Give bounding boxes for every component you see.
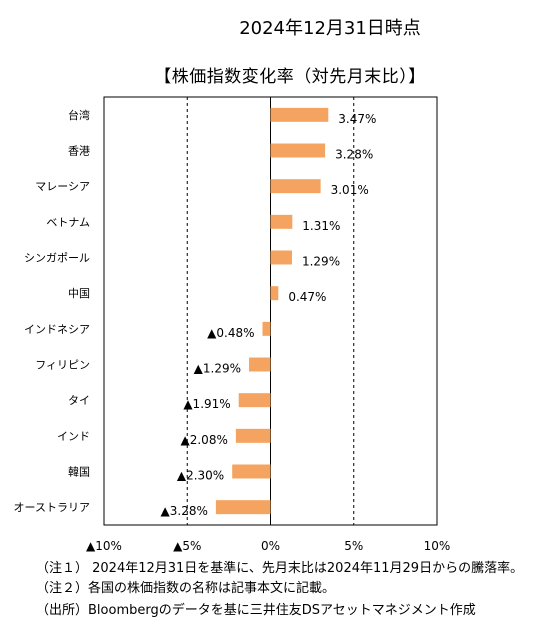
bar [238, 393, 271, 408]
category-label: インド [57, 430, 90, 443]
value-label: ▲1.29% [194, 362, 241, 376]
value-label: 3.01% [331, 183, 369, 197]
category-label: マレーシア [35, 180, 90, 193]
bar [249, 357, 271, 372]
category-label: 台湾 [68, 108, 90, 122]
x-tick-label: 10% [424, 539, 451, 553]
x-tick-label: ▲5% [173, 539, 201, 553]
value-label: ▲0.48% [207, 326, 254, 340]
value-label: ▲1.91% [183, 397, 230, 411]
note-2: （注２）各国の株価指数の名称は記事本文に記載。 [36, 581, 336, 596]
category-label: オーストラリア [14, 501, 90, 514]
chart-title: 【株価指数変化率（対先月末比）】 [154, 67, 426, 87]
value-label: 1.29% [302, 255, 340, 269]
category-label: 香港 [68, 145, 90, 158]
category-label: 韓国 [68, 466, 90, 479]
value-label: ▲3.28% [161, 504, 208, 518]
bar [235, 428, 271, 443]
category-label: インドネシア [24, 323, 90, 336]
category-label: フィリピン [35, 359, 90, 372]
date-heading: 2024年12月31日時点 [239, 18, 421, 39]
category-label: 中国 [68, 287, 90, 300]
value-label: 0.47% [288, 290, 326, 304]
value-label: ▲2.30% [177, 469, 224, 483]
bar [270, 250, 292, 265]
note-source: （出所）Bloombergのデータを基に三井住友DSアセットマネジメント作成 [36, 603, 476, 618]
bar [270, 179, 321, 194]
x-tick-label: ▲10% [86, 539, 122, 553]
bar [270, 214, 293, 229]
bar [270, 286, 279, 301]
category-label: シンガポール [24, 252, 90, 265]
value-label: 1.31% [302, 219, 340, 233]
category-label: タイ [68, 394, 90, 407]
value-label: ▲2.08% [181, 433, 228, 447]
value-label: 3.28% [335, 148, 373, 162]
bar [270, 107, 329, 122]
bar [232, 464, 271, 479]
bar [262, 321, 271, 336]
value-label: 3.47% [338, 112, 376, 126]
x-tick-label: 0% [261, 539, 280, 553]
note-1: （注１） 2024年12月31日を基準に、先月末比は2024年11月29日からの… [36, 561, 524, 576]
bar [270, 143, 326, 158]
category-label: ベトナム [46, 216, 90, 229]
x-tick-label: 5% [344, 539, 363, 553]
bar [215, 500, 271, 515]
